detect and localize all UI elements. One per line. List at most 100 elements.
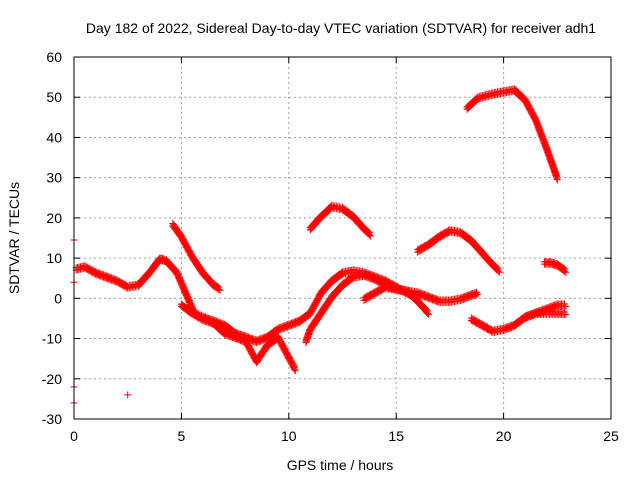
data-point-marker: [537, 130, 545, 138]
axis-ticks: 0 5 10 15 20 25 -30 -20 -10 0 10 20 30 40 50 60: [42, 49, 619, 444]
data-point-marker: [550, 165, 558, 173]
data-point-marker: [545, 150, 553, 158]
x-tick-label: 20: [496, 428, 512, 444]
data-point-marker: [434, 295, 442, 303]
y-tick-label: 50: [46, 89, 62, 105]
data-point-marker: [494, 265, 502, 273]
data-point-marker: [366, 232, 374, 240]
data-points: [70, 85, 570, 407]
data-point-marker: [495, 268, 503, 276]
data-point-marker: [177, 276, 185, 284]
data-point-marker: [215, 283, 223, 291]
series-arc8: [467, 300, 570, 337]
data-point-marker: [423, 307, 431, 315]
data-point-marker: [179, 281, 187, 289]
series-arc7: [414, 226, 503, 276]
data-point-marker: [547, 155, 555, 163]
data-point-marker: [541, 140, 549, 148]
data-point-marker: [562, 268, 570, 276]
data-point-marker: [544, 147, 552, 155]
data-point-marker: [185, 295, 193, 303]
data-point-marker: [174, 271, 182, 279]
series-outliers: [70, 236, 132, 407]
data-point-marker: [181, 286, 189, 294]
y-tick-label: -10: [42, 331, 62, 347]
plot-frame: [73, 56, 612, 420]
data-point-marker: [540, 137, 548, 145]
data-point-marker: [424, 310, 432, 318]
data-point-marker: [364, 228, 372, 236]
data-point-marker: [536, 125, 544, 133]
data-point-marker: [533, 118, 541, 126]
data-point-marker: [186, 298, 194, 306]
data-point-marker: [539, 133, 547, 141]
y-tick-label: 0: [54, 290, 62, 306]
data-point-marker: [537, 128, 545, 136]
series-arc10: [463, 85, 561, 184]
data-point-marker: [551, 168, 559, 176]
y-tick-label: 20: [46, 210, 62, 226]
data-point-marker: [535, 124, 543, 132]
data-point-marker: [182, 289, 190, 297]
series-arc6: [360, 282, 482, 306]
data-point-marker: [187, 301, 195, 309]
data-point-marker: [216, 286, 224, 294]
y-axis-label: SDTVAR / TECUs: [6, 182, 22, 294]
data-point-marker: [538, 131, 546, 139]
series-arc3: [177, 300, 299, 375]
data-point-marker: [182, 288, 190, 296]
data-point-marker: [213, 282, 221, 290]
data-point-marker: [551, 166, 559, 174]
y-tick-label: 60: [46, 49, 62, 65]
data-point-marker: [534, 119, 542, 127]
data-point-marker: [187, 299, 195, 307]
data-point-marker: [552, 170, 560, 178]
x-axis-label: GPS time / hours: [287, 457, 394, 473]
data-point-marker: [534, 121, 542, 129]
data-point-marker: [559, 264, 567, 272]
data-point-marker: [547, 156, 555, 164]
data-point-marker: [553, 176, 561, 184]
data-point-marker: [562, 310, 570, 318]
data-point-marker: [553, 172, 561, 180]
data-point-marker: [173, 268, 181, 276]
data-point-marker: [561, 265, 569, 273]
series-arc2: [169, 220, 224, 294]
data-point-marker: [543, 145, 551, 153]
chart-title: Day 182 of 2022, Sidereal Day-to-day VTE…: [86, 20, 596, 36]
data-point-marker: [174, 269, 182, 277]
data-point-marker: [178, 279, 186, 287]
data-point-marker: [179, 282, 187, 290]
x-tick-label: 15: [388, 428, 404, 444]
data-point-marker: [550, 163, 558, 171]
x-tick-label: 10: [281, 428, 297, 444]
data-point-marker: [535, 122, 543, 130]
data-point-marker: [176, 274, 184, 282]
data-point-marker: [290, 362, 298, 370]
data-point-marker: [544, 146, 552, 154]
data-point-marker: [545, 149, 553, 157]
data-point-marker: [183, 291, 191, 299]
data-point-marker: [180, 284, 188, 292]
data-point-marker: [176, 275, 184, 283]
data-point-marker: [549, 160, 557, 168]
x-tick-label: 0: [70, 428, 78, 444]
data-point-marker: [546, 152, 554, 160]
data-point-marker: [291, 363, 299, 371]
x-tick-label: 5: [178, 428, 186, 444]
data-point-marker: [184, 294, 192, 302]
y-tick-label: 40: [46, 129, 62, 145]
y-tick-label: -20: [42, 371, 62, 387]
data-point-marker: [546, 153, 554, 161]
data-point-marker: [548, 157, 556, 165]
data-point-marker: [365, 229, 373, 237]
data-point-marker: [539, 134, 547, 142]
data-point-marker: [541, 139, 549, 147]
data-point-marker: [422, 306, 430, 314]
data-point-marker: [493, 264, 501, 272]
data-point-marker: [552, 169, 560, 177]
data-point-marker: [548, 159, 556, 167]
data-point-marker: [175, 272, 183, 280]
x-tick-label: 25: [603, 428, 619, 444]
series-arc11: [540, 258, 570, 276]
